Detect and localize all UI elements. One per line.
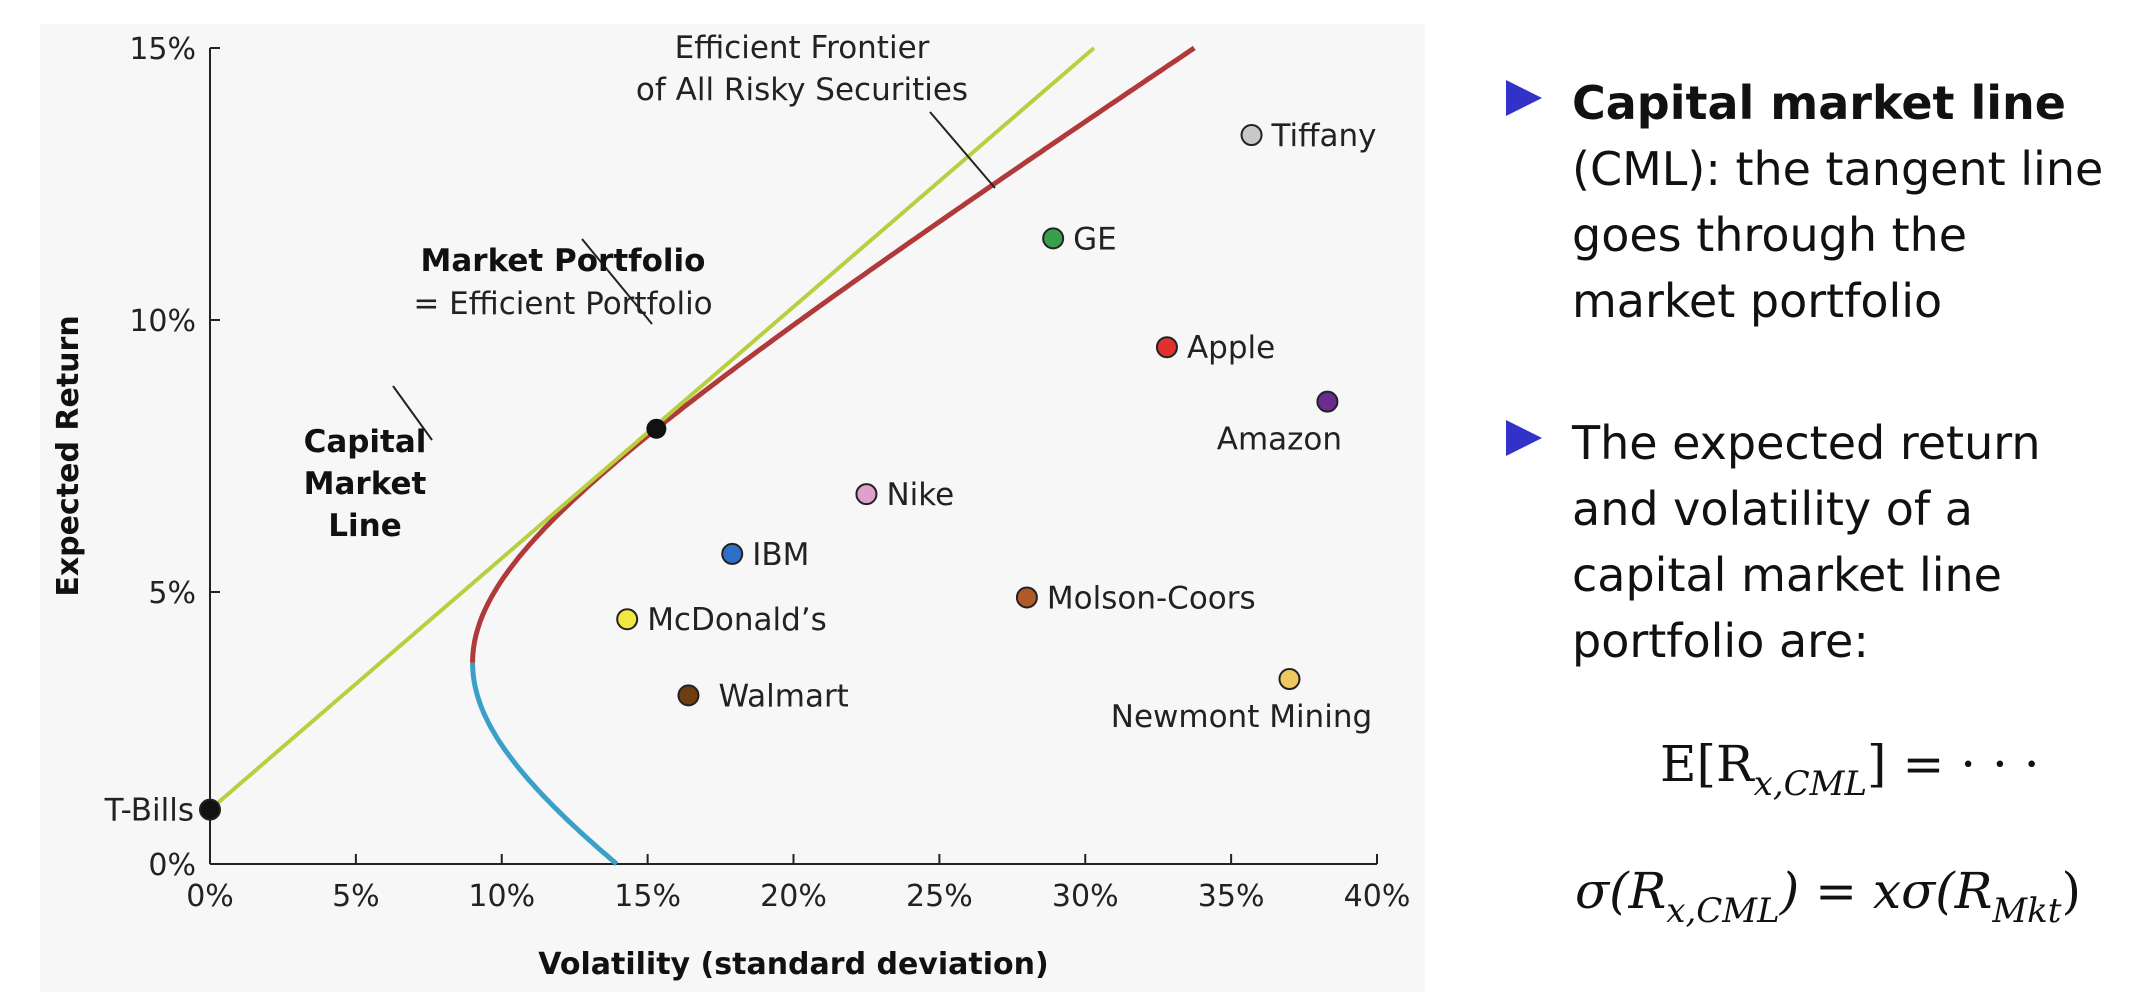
formula2-sub: x,CML (1666, 891, 1780, 931)
formula1-rhs: ] = · · · (1867, 735, 2040, 793)
formula2-sub2: Mkt (1992, 891, 2062, 931)
x-tick-label: 0% (186, 879, 234, 914)
y-tick-label: 0% (148, 848, 196, 883)
bullet-expected-return-text: The expected return and volatility of a … (1572, 416, 2041, 668)
x-tick-label: 40% (1344, 879, 1411, 914)
data-point-label: Amazon (1217, 422, 1342, 458)
formula2-rhs: ) (2061, 862, 2081, 920)
cml-label-line3: Line (328, 508, 401, 544)
data-point-label: Newmont Mining (1111, 699, 1372, 735)
data-point-label: Nike (886, 477, 954, 513)
x-tick-label: 25% (906, 879, 973, 914)
chart-svg: 0% 5% 10% 15% 20% 25% 30% 35% 40% 0% 5% 10% 15% Volat… (51, 30, 1411, 982)
market-leader-line (581, 238, 653, 325)
x-tick-label: 30% (1052, 879, 1119, 914)
frontier-leader-line (929, 111, 996, 189)
frontier-efficient-curve (470, 45, 1196, 663)
bullet-cml-bold: Capital market line (1572, 76, 2067, 130)
data-point-label: T-Bills (104, 793, 194, 829)
bullet-triangle-icon (1506, 420, 1542, 456)
data-point-label: Molson-Coors (1047, 580, 1256, 616)
cml-leader-line (392, 385, 433, 441)
bullet-triangle-icon (1506, 80, 1542, 116)
market-portfolio-point (646, 418, 667, 439)
data-point (1015, 586, 1038, 609)
x-tick-label: 10% (468, 879, 535, 914)
x-tick-label: 35% (1198, 879, 1265, 914)
x-tick-label: 20% (760, 879, 827, 914)
market-portfolio-label: Market Portfolio (421, 243, 706, 279)
data-point (721, 542, 744, 565)
notes-panel: Capital market line (CML): the tangent l… (1500, 70, 2120, 674)
data-point-label: Tiffany (1271, 118, 1377, 154)
x-axis-title: Volatility (standard deviation) (538, 947, 1048, 982)
data-point (677, 684, 700, 707)
y-tick-label: 10% (129, 304, 196, 339)
frontier-label-line2: of All Risky Securities (636, 72, 968, 108)
data-point (1042, 227, 1065, 250)
formula-volatility: σ(Rx,CML) = xσ(RMkt) (1575, 862, 2081, 931)
data-point (616, 608, 639, 631)
formula1-lhs: E[R (1660, 735, 1754, 793)
data-point (199, 798, 221, 821)
frontier-label-line1: Efficient Frontier (675, 30, 930, 66)
data-point (1240, 124, 1263, 147)
data-point (1278, 668, 1301, 691)
bullet-cml: Capital market line (CML): the tangent l… (1500, 70, 2120, 334)
chart-panel: 0% 5% 10% 15% 20% 25% 30% 35% 40% 0% 5% 10% 15% Volat… (40, 24, 1425, 992)
cml-label-line2: Market (304, 466, 427, 502)
formula2-lhs: σ(R (1575, 862, 1667, 920)
y-axis-title: Expected Return (51, 315, 86, 596)
formula1-sub: x,CML (1753, 764, 1868, 804)
efficient-portfolio-label: = Efficient Portfolio (413, 286, 712, 322)
x-tick-label: 5% (332, 879, 380, 914)
x-tick-label: 15% (614, 879, 681, 914)
y-tick-label: 15% (129, 32, 196, 67)
data-point-label: McDonald’s (647, 602, 827, 638)
formula-expected-return: E[Rx,CML] = · · · (1660, 735, 2040, 804)
frontier-inefficient-curve (470, 662, 619, 866)
formula2-mid: ) = xσ(R (1779, 862, 1993, 920)
data-point-label: Walmart (718, 678, 848, 714)
data-point-label: Apple (1187, 330, 1275, 366)
data-point-label: GE (1073, 221, 1117, 257)
bullet-cml-text: (CML): the tangent line goes through the… (1572, 142, 2104, 328)
data-point (855, 483, 878, 506)
y-tick-label: 5% (148, 576, 196, 611)
data-point (1316, 390, 1339, 413)
data-point (1155, 336, 1178, 359)
cml-label-line1: Capital (304, 424, 427, 460)
bullet-expected-return: The expected return and volatility of a … (1500, 410, 2120, 674)
data-point-label: IBM (752, 537, 809, 573)
